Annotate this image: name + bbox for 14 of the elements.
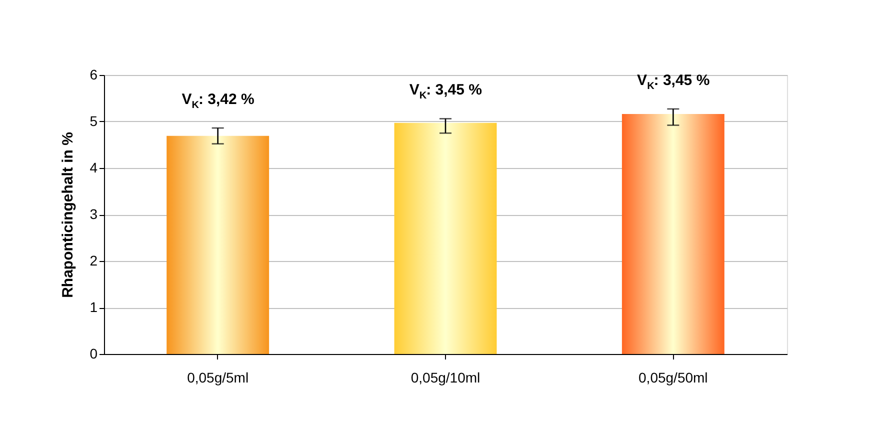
bar: [394, 122, 497, 354]
y-tick-label: 3: [90, 206, 98, 222]
bar: [622, 114, 724, 354]
y-tick-label: 2: [90, 252, 98, 268]
x-tick-label: 0,05g/5ml: [187, 370, 249, 386]
y-tick-label: 6: [90, 66, 98, 82]
y-tick-label: 5: [90, 113, 98, 129]
x-tick-label: 0,05g/50ml: [638, 370, 708, 386]
x-tick-label: 0,05g/10ml: [410, 370, 480, 386]
bar: [166, 136, 270, 354]
y-tick-label: 4: [90, 160, 98, 176]
y-tick-label: 0: [90, 346, 98, 362]
y-tick-label: 1: [90, 299, 98, 315]
y-axis-title: Rhaponticingehalt in %: [60, 132, 77, 298]
